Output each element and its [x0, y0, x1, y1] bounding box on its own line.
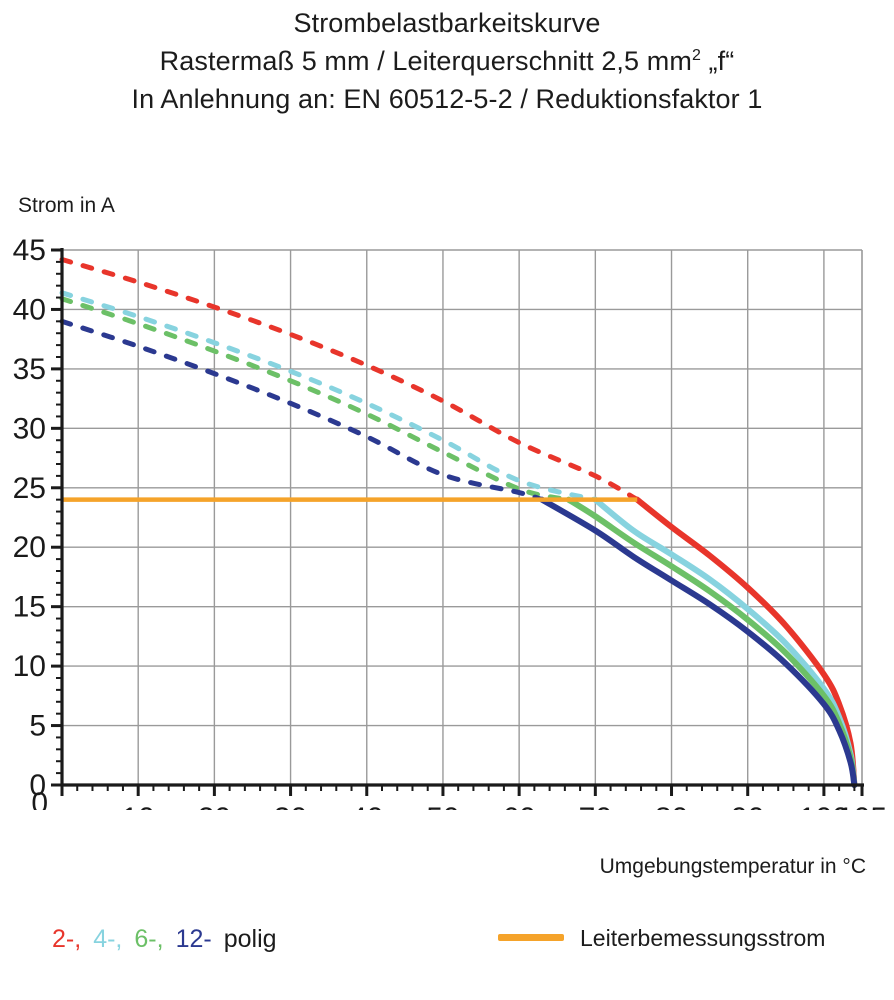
x-tick-label: 30 [274, 802, 307, 810]
x-tick-label: 70 [579, 802, 612, 810]
x-tick-label: 105 [837, 802, 887, 810]
plot-area: 0 5 10 15 20 25 30 35 40 45 0 10 20 30 40 50 60 70 80 90 100… [0, 230, 894, 810]
chart-svg: 0 5 10 15 20 25 30 35 40 45 0 10 20 30 40 50 60 70 80 90 100… [13, 234, 887, 810]
y-tick-label: 10 [13, 650, 46, 683]
rated-current-label: Leiterbemessungsstrom [580, 925, 826, 951]
x-axis-caption: Umgebungstemperatur in °C [599, 855, 866, 878]
title-line-2-superscript: 2 [691, 47, 701, 64]
y-tick-label: 45 [13, 234, 46, 267]
series-solid-2-polig [634, 496, 858, 788]
x-tick-label: 100 [799, 802, 849, 810]
x-tick-label: 80 [655, 802, 688, 810]
title-line-2-pre: Rastermaß 5 mm / Leiterquerschnitt 2,5 m… [159, 46, 692, 76]
chart-legend: 2-, 4-, 6-, 12- polig Leiterbemessungsstrom [0, 925, 894, 985]
axis-lines-and-ticks [51, 248, 864, 796]
data-series-layer [59, 257, 858, 788]
series-dashed-4-polig [59, 290, 598, 503]
series-dashed-12-polig [59, 318, 545, 503]
x-tick-label: 90 [731, 802, 764, 810]
legend-pole-6-polig: 6-, [134, 925, 164, 953]
y-tick-label: 30 [13, 412, 46, 445]
legend-poles-suffix: polig [223, 925, 277, 953]
legend-poles-group: 2-, 4-, 6-, 12- polig [52, 925, 277, 954]
y-tick-label: 15 [13, 591, 46, 624]
x-tick-label: 10 [122, 802, 155, 810]
title-line-2-post: „f“ [700, 46, 735, 76]
y-tick-label: 20 [13, 531, 46, 564]
x-tick-label: 60 [502, 802, 535, 810]
grid-lines [61, 249, 863, 785]
chart-title-block: Strombelastbarkeitskurve Rastermaß 5 mm … [0, 4, 894, 118]
series-solid-12-polig [539, 496, 858, 788]
series-dashed-6-polig [59, 296, 572, 503]
y-tick-label: 35 [13, 353, 46, 386]
x-tick-label: 50 [426, 802, 459, 810]
title-line-2: Rastermaß 5 mm / Leiterquerschnitt 2,5 m… [0, 42, 894, 80]
rated-current-swatch [498, 934, 564, 942]
axis-tick-labels: 0 5 10 15 20 25 30 35 40 45 0 10 20 30 40 50 60 70 80 90 100… [13, 234, 887, 810]
title-line-3: In Anlehnung an: EN 60512-5-2 / Reduktio… [131, 84, 763, 114]
x-tick-label: 0 [31, 787, 48, 810]
y-tick-label: 25 [13, 472, 46, 505]
legend-pole-2-polig: 2-, [52, 925, 82, 953]
y-tick-label: 5 [29, 710, 46, 743]
y-axis-caption: Strom in A [18, 194, 115, 217]
title-line-1: Strombelastbarkeitskurve [293, 8, 601, 38]
y-tick-label: 0 [29, 769, 46, 802]
legend-rated-current: Leiterbemessungsstrom [498, 925, 825, 952]
x-tick-label: 40 [350, 802, 383, 810]
y-tick-label: 40 [13, 293, 46, 326]
legend-pole-12-polig: 12- [175, 925, 212, 953]
series-dashed-2-polig [59, 257, 640, 503]
legend-pole-4-polig: 4-, [93, 925, 123, 953]
x-tick-label: 20 [198, 802, 231, 810]
